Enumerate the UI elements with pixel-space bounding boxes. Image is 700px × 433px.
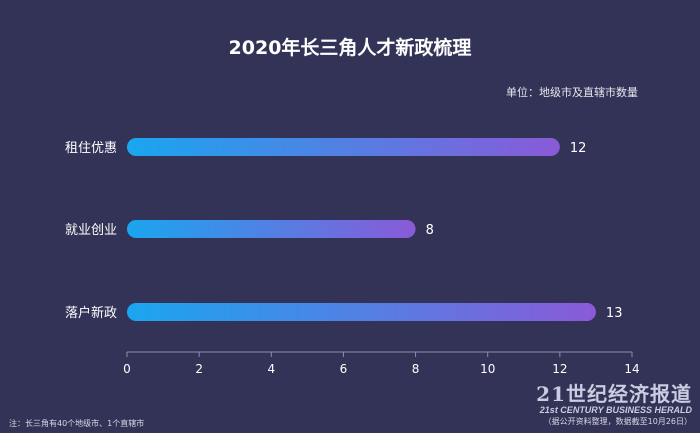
x-tick-label: 2 xyxy=(195,362,203,376)
bar-3 xyxy=(127,303,596,321)
x-tick-label: 12 xyxy=(552,362,567,376)
bar-2 xyxy=(127,220,416,238)
unit-label: 单位：地级市及直辖市数量 xyxy=(506,86,638,99)
category-label: 就业创业 xyxy=(65,223,117,238)
x-tick-label: 0 xyxy=(123,362,131,376)
data-source-note: （据公开资料整理，数据截至10月26日） xyxy=(543,417,692,426)
category-label: 落户新政 xyxy=(65,305,117,321)
chart-title: 2020年长三角人才新政梳理 xyxy=(228,37,472,59)
brand-name-cn: 21世纪经济报道 xyxy=(536,382,692,406)
value-label: 12 xyxy=(570,141,587,156)
brand-name-en: 21st CENTURY BUSINESS HERALD xyxy=(539,405,692,415)
value-label: 13 xyxy=(606,306,623,321)
x-tick-label: 14 xyxy=(624,362,639,376)
x-tick-label: 8 xyxy=(412,362,420,376)
category-label: 租住优惠 xyxy=(65,141,117,156)
value-label: 8 xyxy=(426,223,434,238)
bar-1 xyxy=(127,138,560,156)
footnote: 注：长三角有40个地级市、1个直辖市 xyxy=(9,419,145,428)
x-tick-label: 6 xyxy=(340,362,348,376)
x-tick-label: 10 xyxy=(480,362,495,376)
x-tick-label: 4 xyxy=(267,362,275,376)
brand-logo: 21世纪经济报道 21st CENTURY BUSINESS HERALD （据… xyxy=(502,383,692,427)
